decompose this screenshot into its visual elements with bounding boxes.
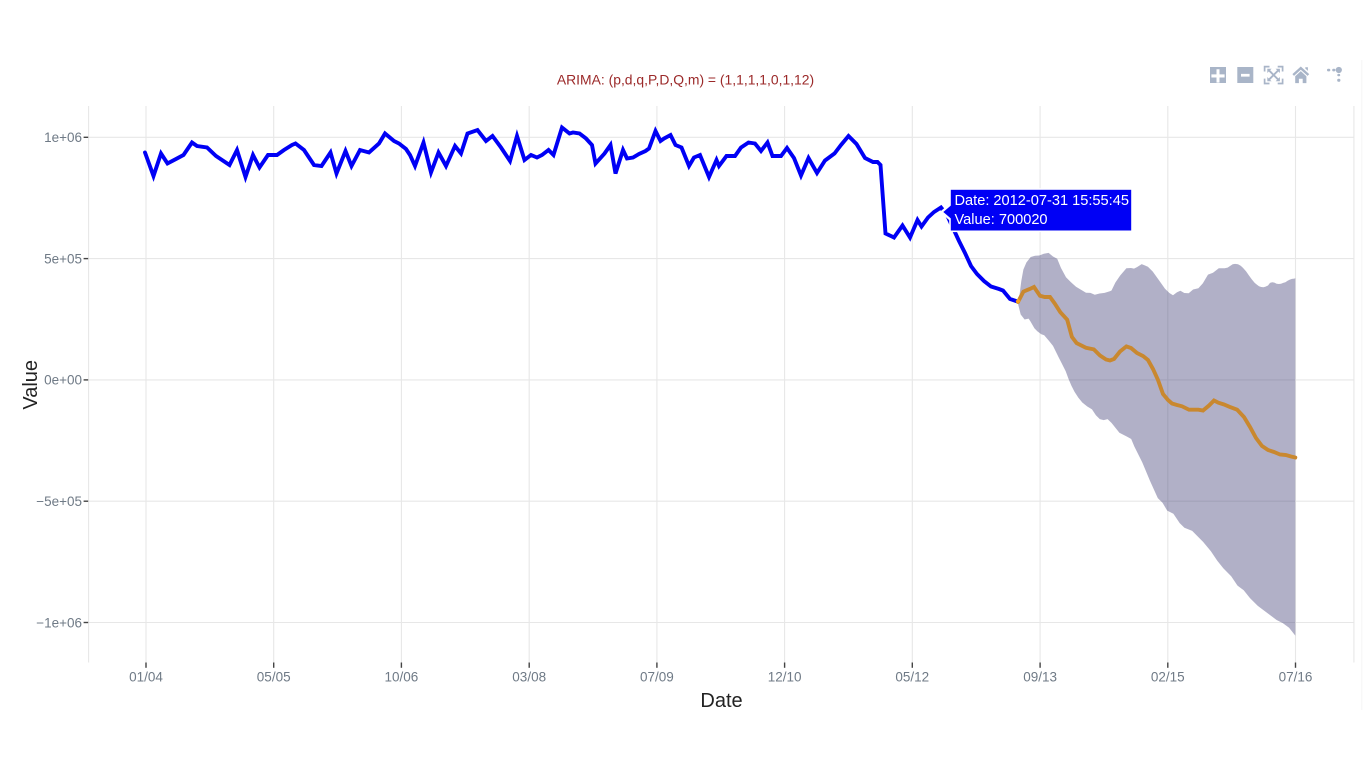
svg-text:05/05: 05/05	[257, 670, 291, 685]
svg-text:01/04: 01/04	[129, 670, 163, 685]
svg-text:07/16: 07/16	[1279, 670, 1313, 685]
svg-text:Date: Date	[700, 690, 742, 712]
svg-text:02/15: 02/15	[1151, 670, 1185, 685]
svg-text:Date: 2012-07-31 15:55:45: Date: 2012-07-31 15:55:45	[955, 193, 1129, 209]
svg-text:12/10: 12/10	[768, 670, 802, 685]
svg-text:07/09: 07/09	[640, 670, 674, 685]
svg-text:Value: Value	[20, 360, 42, 410]
svg-text:−5e+05: −5e+05	[36, 494, 82, 509]
svg-text:03/08: 03/08	[512, 670, 546, 685]
svg-text:09/13: 09/13	[1023, 670, 1057, 685]
svg-text:05/12: 05/12	[895, 670, 929, 685]
svg-text:−1e+06: −1e+06	[36, 615, 82, 630]
svg-text:10/06: 10/06	[385, 670, 419, 685]
svg-text:0e+00: 0e+00	[44, 373, 82, 388]
svg-text:5e+05: 5e+05	[44, 251, 82, 266]
svg-text:Value: 700020: Value: 700020	[955, 212, 1048, 228]
svg-text:1e+06: 1e+06	[44, 130, 82, 145]
svg-text:ARIMA: (p,d,q,P,D,Q,m) = (1,1,: ARIMA: (p,d,q,P,D,Q,m) = (1,1,1,1,0,1,12…	[557, 72, 814, 88]
